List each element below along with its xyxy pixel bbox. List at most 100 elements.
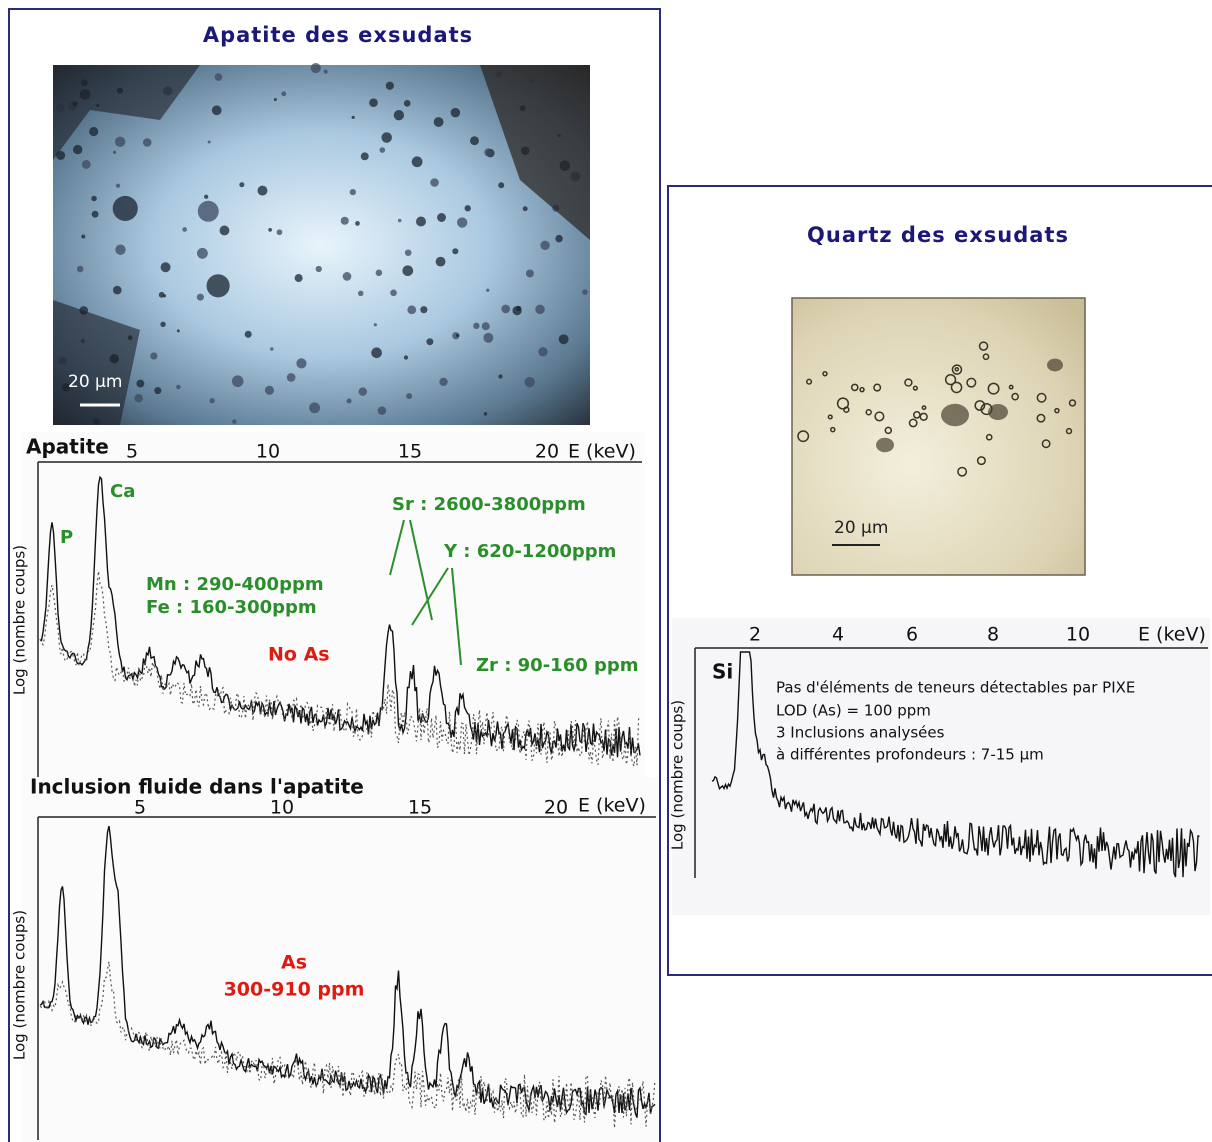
inclusion bbox=[912, 385, 918, 391]
x-tick-label: 20 bbox=[535, 441, 559, 463]
inclusion bbox=[211, 105, 222, 116]
inclusion bbox=[411, 156, 423, 168]
inclusion bbox=[286, 373, 296, 382]
inclusion bbox=[310, 62, 321, 74]
note: 3 Inclusions analysées bbox=[776, 724, 945, 742]
inclusion bbox=[281, 91, 287, 97]
inclusion bbox=[402, 265, 414, 277]
dark-zone bbox=[53, 300, 140, 425]
x-tick-label: 8 bbox=[987, 624, 999, 646]
inclusion bbox=[1036, 413, 1046, 423]
inclusion bbox=[1041, 439, 1051, 449]
inclusion bbox=[538, 347, 548, 357]
scale-label: 20 µm bbox=[834, 518, 888, 538]
inclusion bbox=[430, 178, 439, 187]
inclusion bbox=[1008, 384, 1014, 390]
inclusion bbox=[340, 216, 349, 225]
inclusion bbox=[540, 240, 550, 251]
inclusion bbox=[358, 387, 368, 396]
photo bbox=[53, 62, 590, 425]
y-axis-label: Log (nombre coups) bbox=[669, 700, 687, 850]
inclusion bbox=[919, 412, 928, 421]
inclusion bbox=[112, 285, 122, 295]
spectrum bbox=[22, 432, 645, 777]
inclusion bbox=[484, 148, 493, 157]
inclusion bbox=[393, 110, 405, 121]
spectrum-trace bbox=[39, 475, 641, 758]
inclusion bbox=[309, 402, 321, 414]
inclusion bbox=[360, 152, 369, 161]
inclusion bbox=[455, 333, 460, 338]
inclusion bbox=[512, 305, 522, 316]
inclusion bbox=[944, 373, 957, 386]
inclusion bbox=[433, 117, 444, 127]
inclusion bbox=[134, 394, 143, 403]
inclusion bbox=[850, 383, 859, 392]
note: Pas d'éléments de teneurs détectables pa… bbox=[776, 679, 1135, 697]
inclusion bbox=[941, 403, 969, 427]
dark-zone bbox=[480, 65, 590, 240]
inclusion bbox=[524, 376, 535, 388]
y-axis-label: Log (nombre coups) bbox=[11, 910, 29, 1060]
inclusion bbox=[437, 213, 446, 222]
inclusion bbox=[1011, 392, 1020, 401]
inclusion bbox=[582, 289, 588, 295]
inclusion bbox=[115, 183, 121, 188]
inclusion bbox=[160, 321, 166, 328]
inclusion bbox=[797, 430, 810, 443]
annotation: Y : 620-1200ppm bbox=[443, 541, 616, 562]
inclusion bbox=[535, 304, 545, 315]
y-axis-label: Log (nombre coups) bbox=[11, 545, 29, 695]
inclusion bbox=[951, 364, 963, 375]
annotation: As bbox=[281, 952, 307, 974]
inclusion bbox=[206, 274, 230, 298]
inclusion bbox=[268, 228, 272, 232]
inclusion bbox=[207, 140, 211, 144]
inclusion bbox=[142, 138, 152, 147]
inclusion bbox=[876, 437, 894, 453]
inclusion bbox=[76, 265, 84, 273]
inclusion bbox=[162, 294, 167, 298]
inclusion bbox=[114, 136, 126, 148]
inclusion bbox=[379, 147, 386, 153]
inclusion bbox=[294, 274, 303, 283]
inclusion bbox=[978, 341, 989, 351]
inclusion bbox=[908, 418, 918, 428]
inclusion bbox=[203, 194, 209, 199]
inclusion bbox=[381, 132, 392, 143]
inclusion bbox=[390, 289, 397, 297]
photo bbox=[791, 297, 1086, 576]
inclusion bbox=[196, 247, 208, 259]
inclusion bbox=[1047, 358, 1063, 372]
annotation: Mn : 290-400ppm bbox=[146, 574, 324, 595]
arrows bbox=[389, 519, 462, 666]
inclusion bbox=[346, 398, 352, 404]
annotation: P bbox=[60, 527, 73, 548]
inclusion bbox=[81, 159, 91, 169]
annotation: Zr : 90-160 ppm bbox=[476, 655, 639, 676]
inclusion bbox=[470, 136, 479, 146]
inclusion bbox=[214, 73, 223, 81]
inclusion bbox=[349, 188, 356, 196]
x-tick-label: 10 bbox=[270, 797, 294, 819]
inclusion bbox=[522, 206, 528, 212]
spectrum-title: Inclusion fluide dans l'apatite bbox=[30, 775, 364, 799]
x-tick-label: 15 bbox=[408, 797, 432, 819]
inclusion bbox=[385, 81, 394, 90]
inclusion bbox=[323, 69, 328, 74]
inclusion bbox=[115, 244, 126, 255]
inclusion bbox=[501, 304, 511, 314]
inclusion bbox=[315, 265, 322, 273]
inclusion bbox=[239, 182, 245, 188]
inclusion bbox=[219, 225, 230, 236]
inclusion bbox=[558, 334, 569, 345]
inclusion bbox=[404, 249, 412, 257]
inclusion bbox=[435, 256, 446, 267]
inclusion bbox=[91, 210, 99, 218]
x-tick-label: 10 bbox=[256, 441, 280, 463]
inclusion bbox=[397, 218, 402, 223]
x-tick-label: 6 bbox=[906, 624, 918, 646]
spectrum bbox=[672, 618, 1210, 915]
inclusion bbox=[974, 400, 986, 411]
